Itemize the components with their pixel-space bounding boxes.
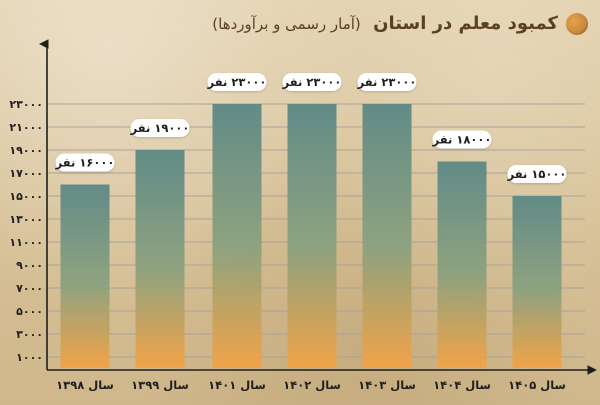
x-tick-label: سال ۱۴۰۴ — [433, 378, 491, 392]
value-label: ۱۸۰۰۰ نفر — [432, 133, 492, 147]
title-dot-icon — [566, 13, 588, 35]
bar — [60, 184, 110, 368]
value-label: ۲۳۰۰۰ نفر — [357, 75, 417, 89]
value-label-pill — [357, 73, 417, 91]
chart-header: کمبود معلم در استان (آمار رسمی و برآورده… — [158, 8, 588, 42]
y-tick-label: ۱۵۰۰۰ — [9, 190, 43, 203]
bar — [287, 104, 337, 368]
axis-ticks: ۱۰۰۰ ۳۰۰۰ ۵۰۰۰ ۷۰۰۰ ۹۰۰۰ ۱۱۰۰۰ ۱۳۰۰۰ ۱۵۰۰۰ ۱۷۰۰۰… — [9, 98, 565, 392]
y-tick-label: ۱۹۰۰۰ — [9, 144, 43, 157]
x-tick-label: سال ۱۴۰۲ — [283, 378, 341, 392]
chart-title: کمبود معلم در استان (آمار رسمی و برآورده… — [212, 10, 558, 38]
y-tick-label: ۲۳۰۰۰ — [9, 98, 43, 111]
value-label-pill — [130, 119, 190, 137]
y-tick-label: ۱۱۰۰۰ — [9, 236, 43, 249]
y-tick-label: ۱۳۰۰۰ — [9, 213, 43, 226]
bar-group — [60, 104, 562, 368]
y-tick-label: ۲۱۰۰۰ — [9, 121, 43, 134]
chart-axes — [39, 39, 597, 375]
value-label: ۲۳۰۰۰ نفر — [282, 75, 342, 89]
y-tick-label: ۱۰۰۰ — [16, 351, 43, 364]
value-label: ۱۶۰۰۰ نفر — [55, 156, 115, 170]
value-label-pill — [432, 130, 492, 149]
x-tick-label: سال ۱۳۹۹ — [131, 378, 189, 392]
x-tick-label: سال ۱۳۹۸ — [56, 378, 114, 392]
bar — [512, 196, 562, 368]
value-label: ۲۳۰۰۰ نفر — [207, 75, 267, 89]
y-tick-label: ۳۰۰۰ — [16, 328, 43, 341]
title-subtitle: (آمار رسمی و برآوردها) — [212, 15, 361, 33]
value-label: ۱۵۰۰۰ نفر — [507, 167, 567, 181]
title-main: کمبود معلم در استان — [373, 13, 558, 34]
value-label-pill — [507, 165, 567, 183]
value-label: ۱۹۰۰۰ نفر — [130, 121, 190, 135]
bar — [437, 161, 487, 368]
bar — [362, 104, 412, 368]
bar — [135, 150, 185, 368]
y-tick-label: ۱۷۰۰۰ — [9, 167, 43, 180]
x-tick-label: سال ۱۴۰۵ — [508, 378, 566, 392]
y-tick-label: ۵۰۰۰ — [16, 305, 43, 318]
value-label-pill — [207, 73, 267, 91]
bar — [212, 104, 262, 368]
y-tick-label: ۹۰۰۰ — [16, 259, 43, 272]
x-tick-label: سال ۱۴۰۳ — [358, 378, 416, 392]
value-labels: ۱۶۰۰۰ نفر ۱۹۰۰۰ نفر ۲۳۰۰۰ نفر ۲۳۰۰۰ نفر ۲۳۰۰… — [55, 73, 567, 183]
value-label-pill — [282, 73, 342, 91]
x-tick-label: سال ۱۴۰۱ — [208, 378, 266, 392]
value-label-pill — [55, 153, 115, 172]
y-tick-label: ۷۰۰۰ — [16, 282, 43, 295]
